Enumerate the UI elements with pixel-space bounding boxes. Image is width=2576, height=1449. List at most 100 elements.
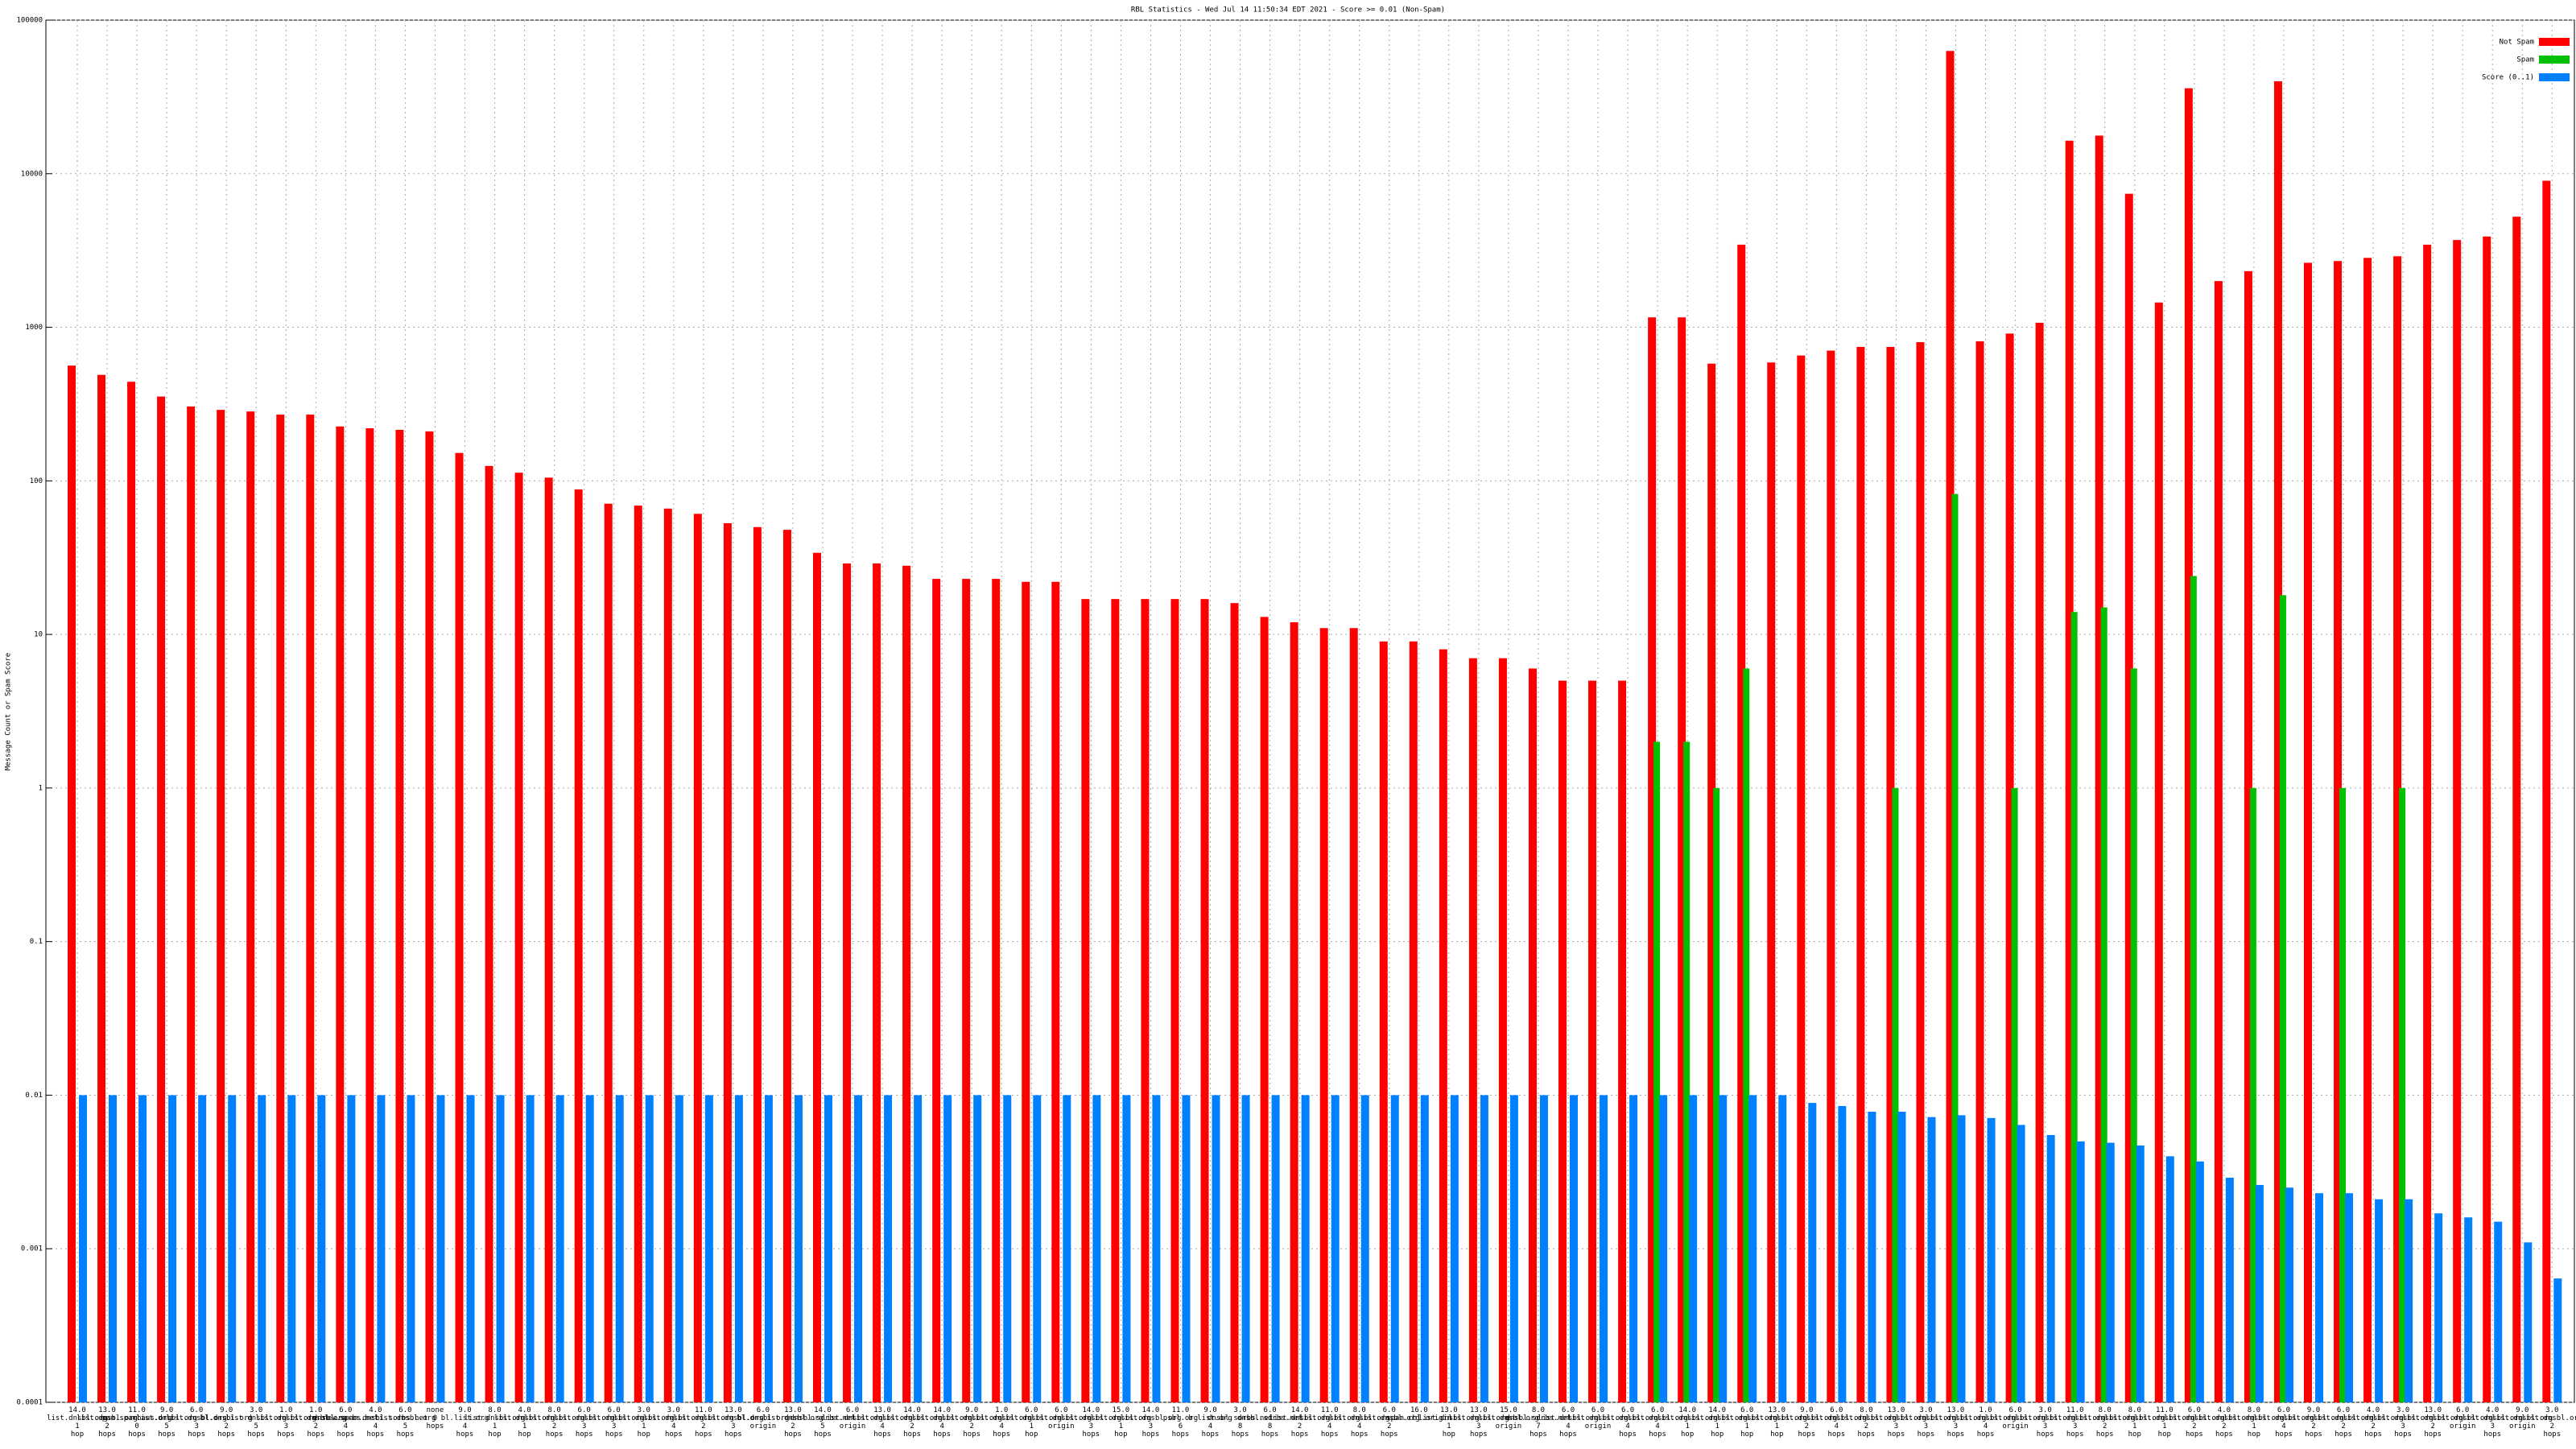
bar xyxy=(157,396,166,1402)
bar xyxy=(1951,493,1959,1402)
bar xyxy=(1379,641,1388,1402)
legend-swatch xyxy=(2539,73,2570,81)
bar xyxy=(2339,787,2347,1402)
x-tick-label: 6.0 list.dnsbl.org 4 hops xyxy=(1538,1406,1599,1439)
x-tick-label: 6.0 list.dnsbl.org 3 hops xyxy=(584,1406,645,1439)
bar xyxy=(496,1095,505,1402)
x-tick-label: 11.0 list.dnsbl.org 3 hops xyxy=(2045,1406,2106,1439)
bar xyxy=(1170,599,1179,1402)
bar xyxy=(2304,262,2312,1403)
bar xyxy=(1808,1103,1817,1402)
bar xyxy=(764,1095,773,1402)
bar xyxy=(1241,1095,1250,1402)
bar xyxy=(663,508,672,1403)
x-tick-label: 13.0 list.dnsbl.org 3 hops xyxy=(1866,1406,1927,1439)
x-tick-label: 9.0 bl.list.org 4 hops xyxy=(441,1406,489,1439)
x-tick-label: 11.0 psbl.org 6 hops xyxy=(1163,1406,1198,1439)
bar xyxy=(604,503,613,1402)
bar xyxy=(317,1095,326,1402)
x-tick-label: 13.0 list.dnsbl.org 1 hop xyxy=(1746,1406,1807,1439)
bar xyxy=(1659,1095,1668,1402)
bar xyxy=(2244,270,2252,1402)
x-tick-label: 13.0 list.dnsbl.org 3 hops xyxy=(703,1406,764,1439)
bar xyxy=(1897,1112,1906,1402)
bar xyxy=(2553,1278,2562,1402)
x-tick-label: 13.0 list.dnsbl.org 2 hops xyxy=(2402,1406,2463,1439)
bar xyxy=(1141,599,1150,1402)
x-tick-label: 14.0 list.dnsbl.org 2 hops xyxy=(881,1406,943,1439)
x-tick-label: 13.0 list.dnsbl.org 3 hops xyxy=(1448,1406,1509,1439)
x-tick-label: 6.0 list.dnsbl.org origin xyxy=(822,1406,883,1430)
x-tick-label: 6.0 list.dnsbl.org origin xyxy=(1985,1406,2046,1430)
x-tick-label: 1.0 list.dnsbl.org 2 hops xyxy=(285,1406,346,1439)
bar xyxy=(1683,741,1690,1402)
bar xyxy=(1588,680,1597,1402)
bar xyxy=(615,1095,624,1402)
bar xyxy=(97,374,106,1402)
bar xyxy=(336,426,345,1402)
bar xyxy=(2464,1217,2473,1402)
bar xyxy=(902,565,911,1403)
bar xyxy=(943,1095,952,1402)
x-tick-label: 4.0 list.dnsbl.org 1 hop xyxy=(494,1406,555,1439)
bar xyxy=(1033,1095,1042,1402)
bar xyxy=(1390,1095,1399,1402)
y-tick-label: 0.001 xyxy=(21,1245,43,1253)
bar xyxy=(2046,1134,2055,1402)
x-tick-label: 6.0 bl.dnsbl.org origin xyxy=(737,1406,789,1430)
x-tick-label: 14.0 list.dnsbl.org 3 hops xyxy=(1060,1406,1121,1439)
bar xyxy=(2106,1142,2115,1402)
bar xyxy=(675,1095,683,1402)
x-tick-label: 6.0 list.dnsbl.org 4 hops xyxy=(2253,1406,2314,1439)
x-tick-label: 6.0 list.dnsbl.org 3 hops xyxy=(166,1406,227,1439)
bar xyxy=(2017,1125,2025,1402)
bar xyxy=(1946,51,1955,1402)
x-tick-label: 4.0 list.dnsbl.org 2 hops xyxy=(2343,1406,2404,1439)
bar xyxy=(1797,355,1806,1402)
bar xyxy=(932,579,941,1402)
bar xyxy=(2345,1193,2354,1402)
legend-label: Score (0..1) xyxy=(2482,74,2534,82)
x-tick-label: 4.0 list.dnsbl.org 3 hops xyxy=(2462,1406,2523,1439)
bar xyxy=(2423,244,2432,1402)
bar xyxy=(1916,342,1925,1402)
bar xyxy=(1063,1095,1071,1402)
bar xyxy=(2334,261,2343,1402)
x-tick-label: 6.0 list.dnsbl.org 4 hops xyxy=(1597,1406,1658,1439)
bar xyxy=(395,429,404,1403)
bar xyxy=(127,382,136,1402)
bar xyxy=(1092,1095,1101,1402)
x-tick-label: 11.0 list.dnsbl.org 2 hops xyxy=(673,1406,734,1439)
bar xyxy=(455,452,464,1402)
bar xyxy=(276,415,285,1402)
bar xyxy=(246,411,255,1402)
bar xyxy=(1498,658,1507,1402)
bar xyxy=(544,477,553,1402)
bar xyxy=(2225,1178,2234,1402)
x-tick-label: 1.0 list.dnsbl.org 4 hops xyxy=(1955,1406,2017,1439)
x-tick-label: 14.0 list.dnsbl.org 2 hops xyxy=(1269,1406,1331,1439)
bar xyxy=(168,1095,177,1402)
bar xyxy=(1707,363,1716,1402)
bar xyxy=(2154,302,2163,1402)
bar xyxy=(68,365,76,1402)
bar xyxy=(1230,603,1239,1402)
bar xyxy=(2165,1156,2174,1402)
bar xyxy=(1480,1095,1488,1402)
x-tick-label: 6.0 list.dnsbl.org 1 hop xyxy=(1716,1406,1777,1439)
bar xyxy=(1719,1095,1728,1402)
bar xyxy=(2524,1242,2533,1402)
bar xyxy=(347,1095,356,1402)
bar xyxy=(377,1095,386,1402)
x-tick-label: 13.0 list.dnsbl.org 2 hops xyxy=(76,1406,138,1439)
y-axis-label: Message Count or Spam Score xyxy=(5,653,13,770)
x-tick-label: 15.0 list.dnsbl.org origin xyxy=(1478,1406,1539,1430)
chart-title: RBL Statistics - Wed Jul 14 11:50:34 EDT… xyxy=(1131,6,1445,14)
y-tick-label: 100 xyxy=(30,477,43,485)
bar xyxy=(1509,1095,1518,1402)
bar xyxy=(1856,346,1865,1402)
bar xyxy=(693,514,702,1403)
x-tick-label: 13.0 list.dnsbl.org 2 hops xyxy=(762,1406,824,1439)
bar xyxy=(634,506,642,1402)
bar xyxy=(962,579,971,1402)
